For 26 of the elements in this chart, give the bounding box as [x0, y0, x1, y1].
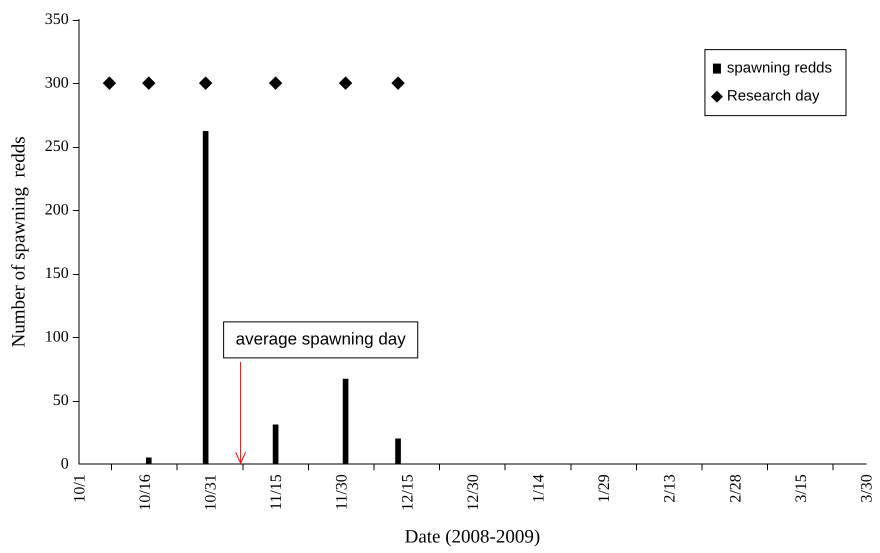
x-tick-label: 1/14: [530, 474, 548, 503]
x-tick-label: 3/15: [792, 474, 810, 503]
x-tick-label: 2/13: [662, 474, 679, 503]
x-tick-label: 11/15: [268, 474, 286, 510]
y-tick-label: 250: [44, 138, 69, 155]
y-tick-label: 0: [60, 455, 69, 472]
x-tick-label: 12/30: [464, 474, 482, 511]
x-tick-label: 3/30: [858, 474, 876, 503]
y-tick-label: 50: [52, 392, 69, 409]
x-tick-label: 10/16: [136, 474, 154, 511]
x-axis-title: Date (2008-2009): [404, 526, 540, 548]
ref-line-label: average spawning day: [236, 330, 406, 349]
y-tick-label: 300: [44, 74, 69, 92]
x-tick-label: 10/31: [202, 474, 220, 511]
x-tick-label: 2/28: [727, 474, 744, 503]
legend-label: spawning redds: [726, 60, 832, 77]
x-tick-label: 11/30: [334, 474, 351, 510]
x-tick-label: 1/29: [596, 474, 614, 503]
y-tick-label: 100: [44, 328, 69, 346]
y-tick-label: 350: [44, 10, 69, 28]
y-tick-label: 200: [44, 201, 69, 218]
x-tick-label: 12/15: [399, 474, 416, 511]
y-tick-label: 150: [44, 264, 69, 282]
x-tick-label: 10/1: [71, 474, 88, 503]
legend-label: Research day: [726, 88, 820, 105]
y-axis-title: Number of spawning redds: [8, 136, 30, 348]
